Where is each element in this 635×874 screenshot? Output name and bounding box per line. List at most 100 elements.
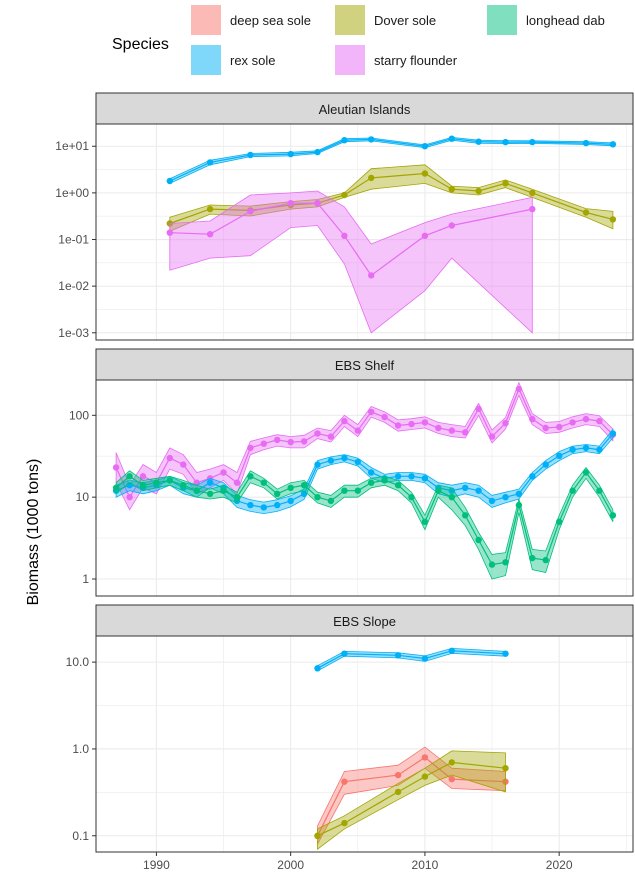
data-point-rex-sole: [502, 650, 509, 657]
data-point-starry-flounder: [126, 494, 133, 501]
data-point-longhead-dab: [341, 487, 348, 494]
data-point-starry-flounder: [394, 422, 402, 429]
data-point-longhead-dab: [381, 477, 388, 484]
data-point-rex-sole: [556, 452, 563, 459]
data-point-longhead-dab: [394, 482, 402, 489]
y-tick-label-ebs-slope: 1.0: [72, 742, 89, 756]
data-point-rex-sole: [582, 444, 590, 452]
data-point-rex-sole: [341, 454, 348, 462]
series-ebs-slope-rex-sole: [314, 647, 509, 672]
data-point-dover-sole: [448, 759, 455, 766]
legend-title: Species: [112, 36, 169, 53]
data-point-starry-flounder: [488, 433, 496, 440]
data-point-rex-sole: [475, 487, 482, 494]
grid-aleutian-islands: [96, 124, 633, 340]
legend-label-rex-sole: rex sole: [230, 53, 276, 68]
y-tick-label-aleutian-islands: 1e-03: [58, 326, 89, 340]
legend-label-longhead-dab: longhead dab: [526, 13, 605, 28]
panel-border-aleutian-islands: [95, 123, 634, 341]
data-point-dover-sole: [341, 191, 348, 199]
y-tick-label-aleutian-islands: 1e+01: [55, 139, 89, 153]
legend-key-dover-sole: [335, 5, 365, 35]
data-point-dover-sole: [341, 819, 348, 827]
series-aleutian-islands-rex-sole: [166, 135, 617, 185]
series-ebs-shelf-longhead-dab: [112, 466, 617, 580]
legend-entry-starry-flounder: starry flounder: [335, 45, 458, 75]
data-point-starry-flounder: [435, 424, 442, 432]
data-point-starry-flounder: [368, 408, 375, 416]
data-point-rex-sole: [206, 479, 214, 486]
data-point-rex-sole: [475, 138, 482, 145]
y-tick-label-ebs-shelf: 10: [76, 490, 90, 504]
data-point-starry-flounder: [448, 222, 455, 229]
panel-strip-ebs-shelf: [95, 348, 634, 381]
data-point-starry-flounder: [408, 420, 415, 428]
data-point-starry-flounder: [327, 433, 335, 440]
data-point-longhead-dab: [287, 484, 294, 491]
data-point-dover-sole: [394, 788, 402, 796]
y-tick-label-ebs-slope: 0.1: [72, 829, 89, 843]
confidence-band-rex-sole: [115, 428, 614, 515]
series-line-rex-sole: [169, 138, 613, 182]
panel-background-ebs-slope: [96, 636, 633, 852]
data-point-rex-sole: [596, 446, 603, 453]
y-tick-label-aleutian-islands: 1e+00: [55, 186, 89, 200]
confidence-band-dover-sole: [317, 750, 506, 851]
data-point-dover-sole: [502, 765, 509, 772]
data-point-dover-sole: [502, 180, 509, 187]
panel-background-aleutian-islands: [96, 124, 633, 340]
data-point-starry-flounder: [448, 427, 455, 434]
data-point-rex-sole: [448, 135, 455, 142]
x-tick-label: 2000: [277, 858, 304, 872]
data-point-dover-sole: [609, 216, 617, 223]
data-point-starry-flounder: [287, 438, 294, 446]
data-point-rex-sole: [314, 148, 321, 156]
data-point-starry-flounder: [368, 272, 375, 279]
data-point-dover-sole: [529, 189, 536, 197]
data-point-dover-sole: [582, 209, 590, 216]
data-point-starry-flounder: [314, 200, 321, 207]
data-point-rex-sole: [502, 494, 509, 501]
data-point-longhead-dab: [139, 482, 147, 489]
panel-aleutian-islands: Aleutian Islands 1e+01 1e+00 1e-01 1e-02 1e-0…: [55, 92, 634, 341]
data-point-rex-sole: [274, 501, 281, 509]
data-point-rex-sole: [327, 457, 335, 464]
data-point-rex-sole: [166, 177, 173, 185]
data-point-rex-sole: [502, 138, 509, 146]
data-point-rex-sole: [609, 141, 617, 148]
data-point-dover-sole: [206, 205, 214, 213]
data-point-rex-sole: [421, 655, 429, 662]
data-point-dover-sole: [421, 170, 429, 177]
data-point-longhead-dab: [542, 556, 549, 564]
data-point-longhead-dab: [247, 473, 254, 480]
data-point-starry-flounder: [502, 420, 509, 427]
data-point-rex-sole: [341, 650, 348, 657]
data-point-starry-flounder: [596, 417, 603, 425]
data-point-dover-sole: [314, 832, 321, 839]
confidence-band-longhead-dab: [115, 466, 614, 580]
data-point-starry-flounder: [556, 423, 563, 431]
series-line-rex-sole: [317, 650, 506, 669]
data-point-starry-flounder: [220, 469, 227, 476]
panel-border-ebs-shelf: [95, 379, 634, 597]
x-tick-label: 1990: [143, 858, 170, 872]
data-point-starry-flounder: [542, 424, 549, 432]
data-point-rex-sole: [529, 473, 536, 480]
data-point-longhead-dab: [368, 479, 375, 486]
data-point-longhead-dab: [515, 501, 523, 509]
y-tick-label-ebs-slope: 10.0: [66, 655, 90, 669]
data-point-starry-flounder: [247, 208, 254, 215]
panel-title-ebs-shelf: EBS Shelf: [335, 358, 395, 373]
data-point-starry-flounder: [529, 415, 536, 423]
y-tick-label-aleutian-islands: 1e-02: [58, 279, 89, 293]
data-point-longhead-dab: [408, 494, 415, 501]
x-axis: 1990 2000 2010 2020: [143, 852, 573, 872]
data-point-rex-sole: [394, 652, 402, 659]
data-point-deep-sea-sole: [421, 754, 429, 761]
panel-border-ebs-slope: [95, 635, 634, 853]
legend-entry-dover-sole: Dover sole: [335, 5, 436, 35]
data-point-rex-sole: [448, 647, 455, 654]
data-point-starry-flounder: [314, 430, 321, 437]
data-point-starry-flounder: [569, 419, 576, 426]
legend-entry-deep-sea-sole: deep sea sole: [191, 5, 311, 35]
